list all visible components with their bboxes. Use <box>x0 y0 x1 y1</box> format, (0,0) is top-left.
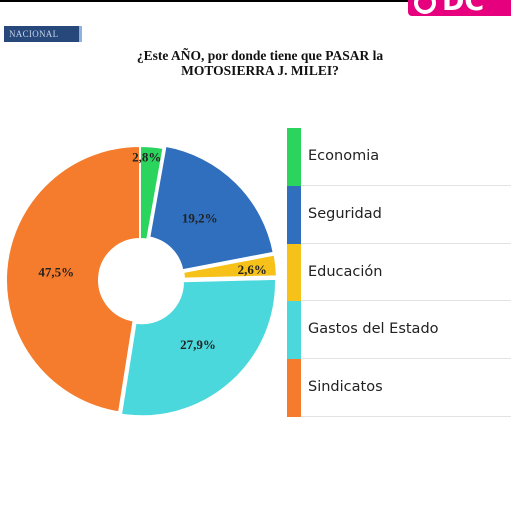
legend-item-gastos-del-estado: Gastos del Estado <box>287 301 511 360</box>
chart-title-line-2: MOTOSIERRA J. MILEI? <box>181 63 339 78</box>
legend-label: Seguridad <box>308 205 382 222</box>
legend-swatch <box>287 359 301 417</box>
legend-label: Educación <box>308 263 383 280</box>
legend-divider <box>301 300 511 302</box>
legend-label: Economia <box>308 148 380 164</box>
legend-item-economia: Economia <box>287 128 511 186</box>
brand-ring-icon <box>414 0 436 14</box>
chart-title: ¿Este AÑO, por donde tiene que PASAR la … <box>95 48 425 78</box>
data-label: 27,9% <box>180 337 216 352</box>
legend-divider <box>301 184 511 186</box>
legend-item-sindicatos: Sindicatos <box>287 359 511 417</box>
legend-item-educacion: Educación <box>287 243 511 302</box>
chart-legend: Economia Seguridad Educación Gastos del … <box>287 128 511 417</box>
brand-text: DC <box>442 0 485 16</box>
brand-logo: DC <box>408 0 511 16</box>
legend-divider <box>301 415 511 417</box>
section-badge: NACIONAL <box>4 26 82 42</box>
donut-chart: 2,8% 19,2% 2,6% 27,9% 47,5% <box>5 144 278 418</box>
legend-label: Sindicatos <box>308 379 383 396</box>
legend-divider <box>301 358 511 360</box>
data-label: 2,6% <box>238 262 267 277</box>
legend-swatch <box>287 243 301 302</box>
data-label: 19,2% <box>182 211 218 226</box>
chart-title-line-1: ¿Este AÑO, por donde tiene que PASAR la <box>136 48 384 63</box>
slice-seguridad <box>148 144 275 272</box>
legend-item-seguridad: Seguridad <box>287 185 511 244</box>
data-label: 47,5% <box>38 264 74 279</box>
legend-label: Gastos del Estado <box>308 321 439 338</box>
legend-divider <box>301 242 511 244</box>
slice-gastos-del-estado <box>119 277 277 418</box>
slice-sindicatos <box>5 144 141 414</box>
legend-swatch <box>287 301 301 360</box>
top-border <box>0 0 511 2</box>
slice-educaci-n <box>182 253 278 280</box>
legend-swatch <box>287 128 301 186</box>
data-label: 2,8% <box>132 149 161 164</box>
legend-swatch <box>287 185 301 244</box>
